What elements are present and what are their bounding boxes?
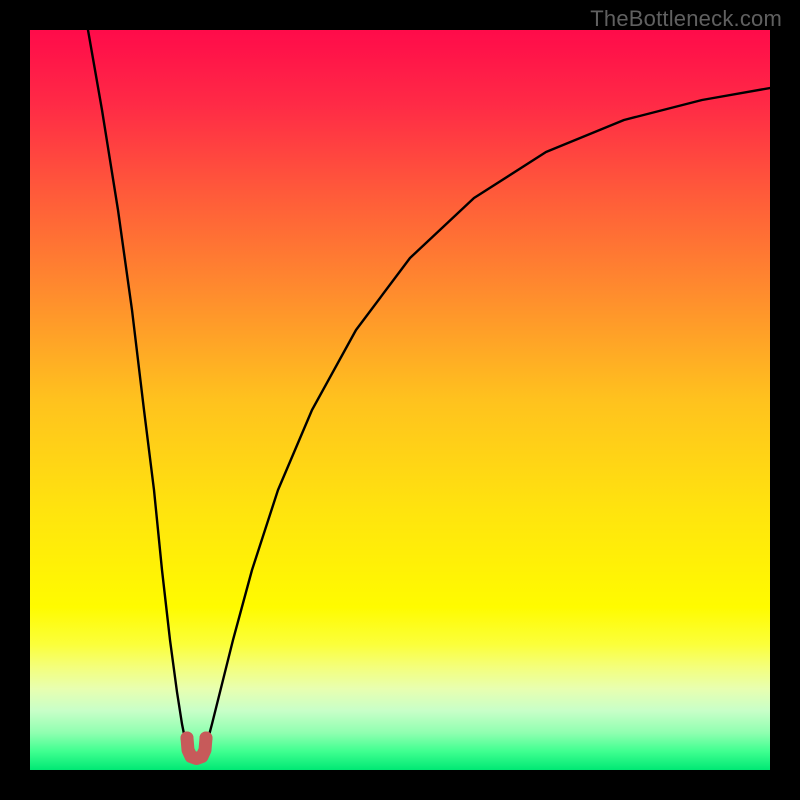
valley-tip-dot-left [181, 732, 194, 745]
watermark-text: TheBottleneck.com [590, 6, 782, 32]
plot-area [30, 30, 770, 770]
curve-left-branch [88, 30, 187, 746]
plot-overlay [30, 30, 770, 770]
curve-right-branch [206, 88, 770, 746]
chart-frame: TheBottleneck.com [0, 0, 800, 800]
valley-tip-dot-right [200, 732, 213, 745]
